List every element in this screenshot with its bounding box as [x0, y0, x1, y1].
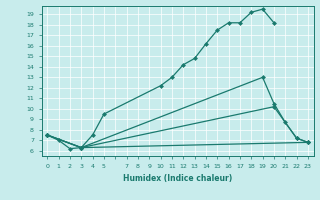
X-axis label: Humidex (Indice chaleur): Humidex (Indice chaleur): [123, 174, 232, 183]
